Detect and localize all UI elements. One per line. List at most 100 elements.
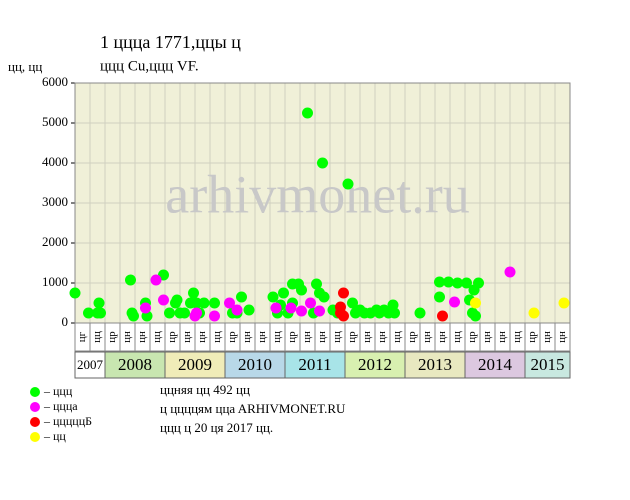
x-tick-label: цц xyxy=(271,331,283,343)
point xyxy=(209,310,220,322)
legend-marker xyxy=(30,387,40,397)
x-tick-label: цц xyxy=(91,331,103,343)
legend-label: – цццццБ xyxy=(43,414,92,428)
watermark: arhivmonet.ru xyxy=(165,164,469,224)
point xyxy=(270,302,282,314)
x-tick-label: цц xyxy=(331,331,343,343)
point xyxy=(318,291,330,303)
x-tick-label: цн xyxy=(376,331,388,343)
year-label: 2010 xyxy=(238,355,272,374)
point xyxy=(317,157,328,169)
x-tick-label: цр xyxy=(106,331,118,343)
legend-marker xyxy=(30,417,40,427)
point xyxy=(342,178,354,190)
year-label: 2007 xyxy=(77,357,104,372)
y-tick-label: 4000 xyxy=(42,154,68,169)
note: ццняя цц 492 цц xyxy=(160,382,250,397)
legend-label: – цц xyxy=(43,429,66,443)
x-tick-label: цр xyxy=(166,331,178,343)
point xyxy=(473,277,484,289)
point xyxy=(470,297,481,309)
y-tick-label: 6000 xyxy=(42,74,68,89)
year-cell xyxy=(164,351,226,379)
point xyxy=(296,305,307,317)
x-tick-label: цн xyxy=(121,331,133,343)
year-label: 2009 xyxy=(178,355,212,374)
point xyxy=(335,301,346,313)
point xyxy=(414,307,426,319)
year-label: 2008 xyxy=(118,355,152,374)
point xyxy=(504,266,516,278)
point xyxy=(389,307,400,319)
year-label: 2014 xyxy=(478,355,513,374)
note: ццц ц 20 ця 2017 цц. xyxy=(160,420,273,435)
point xyxy=(338,287,349,299)
legend-label: – цццa xyxy=(43,399,78,413)
x-tick-label: цн xyxy=(556,331,568,343)
x-tick-label: цн xyxy=(541,331,553,343)
point xyxy=(558,297,570,309)
y-tick-label: 2000 xyxy=(42,234,68,249)
y-tick-label: 1000 xyxy=(42,274,68,289)
point xyxy=(434,276,445,288)
point xyxy=(231,304,243,316)
x-tick-label: цн xyxy=(316,331,328,343)
plot-border xyxy=(74,82,571,324)
note: ц ццццям ццa ARHIVMONET.RU xyxy=(160,401,346,416)
x-tick-label: цц xyxy=(511,331,523,343)
x-tick-label: цн xyxy=(196,331,208,343)
point xyxy=(179,307,190,319)
legend-label: – ццц xyxy=(43,384,73,398)
chart-subtitle: ццц Cu,ццц VF. xyxy=(100,58,199,74)
point xyxy=(150,274,162,286)
x-tick-label: цр xyxy=(526,331,538,343)
point xyxy=(224,297,235,309)
x-tick-label: цц xyxy=(391,331,403,343)
x-tick-label: цн xyxy=(496,331,508,343)
point xyxy=(171,294,183,306)
year-label: 2015 xyxy=(531,355,565,374)
y-axis-label: цц, цц xyxy=(8,59,42,74)
x-tick-label: цр xyxy=(286,331,298,343)
year-label: 2012 xyxy=(358,355,392,374)
point xyxy=(198,297,210,309)
point xyxy=(338,310,349,322)
x-tick-label: цр xyxy=(406,331,418,343)
y-tick-label: 0 xyxy=(62,314,69,329)
point xyxy=(93,297,105,309)
legend-marker xyxy=(30,432,40,442)
year-cell xyxy=(344,351,406,379)
point xyxy=(83,307,94,319)
point xyxy=(470,310,481,322)
point xyxy=(443,276,454,288)
point xyxy=(140,302,151,314)
year-cell xyxy=(224,351,286,379)
x-tick-label: цц xyxy=(451,331,463,343)
point xyxy=(158,294,169,306)
x-tick-label: цц xyxy=(211,331,223,343)
point xyxy=(191,307,202,319)
year-label: 2011 xyxy=(298,355,331,374)
point xyxy=(437,310,448,322)
point xyxy=(164,307,175,319)
x-tick-label: цн xyxy=(301,331,313,343)
y-tick-label: 5000 xyxy=(42,114,68,129)
point xyxy=(69,287,81,299)
year-cell xyxy=(524,351,571,379)
x-tick-label: цр xyxy=(466,331,478,343)
chart-title: 1 ццца 1771,ццы ц xyxy=(100,32,241,52)
x-tick-label: цн xyxy=(436,331,448,343)
x-tick-label: цн xyxy=(361,331,373,343)
year-cell xyxy=(104,351,166,379)
x-tick-label: цц xyxy=(151,331,163,343)
x-tick-label: цн xyxy=(481,331,493,343)
year-label: 2013 xyxy=(418,355,452,374)
point xyxy=(449,296,460,308)
point xyxy=(461,277,472,289)
point xyxy=(314,305,325,317)
legend-marker xyxy=(30,402,40,412)
year-cell xyxy=(74,351,106,379)
point xyxy=(128,310,139,322)
point xyxy=(243,304,255,316)
